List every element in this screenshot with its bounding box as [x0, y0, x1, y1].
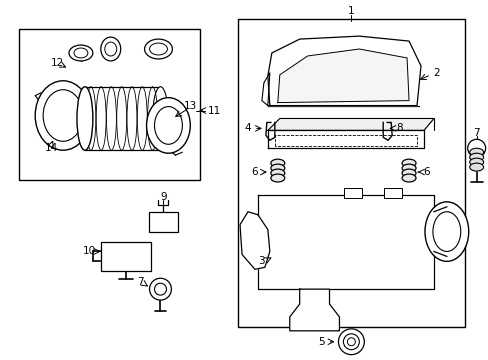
- Ellipse shape: [270, 164, 284, 172]
- Bar: [238, 19, 464, 327]
- Ellipse shape: [270, 169, 284, 177]
- Polygon shape: [277, 49, 408, 103]
- Text: 11: 11: [207, 105, 221, 116]
- Text: 9: 9: [160, 192, 166, 202]
- Text: 10: 10: [82, 247, 95, 256]
- Ellipse shape: [144, 39, 172, 59]
- Ellipse shape: [469, 148, 483, 156]
- Ellipse shape: [346, 338, 355, 346]
- Text: 8: 8: [395, 123, 402, 134]
- Ellipse shape: [77, 87, 93, 150]
- Ellipse shape: [154, 107, 182, 144]
- Ellipse shape: [35, 81, 91, 150]
- Text: 12: 12: [50, 58, 63, 68]
- Ellipse shape: [146, 98, 190, 153]
- Text: 14: 14: [44, 143, 58, 153]
- Ellipse shape: [43, 90, 83, 141]
- Ellipse shape: [149, 43, 167, 55]
- Bar: [101, 242, 150, 271]
- Polygon shape: [267, 130, 423, 148]
- Ellipse shape: [270, 159, 284, 167]
- Bar: [344, 188, 362, 198]
- Ellipse shape: [101, 37, 121, 61]
- Text: 3: 3: [258, 256, 264, 266]
- Ellipse shape: [69, 45, 93, 61]
- Polygon shape: [240, 212, 269, 269]
- Text: 5: 5: [318, 337, 324, 347]
- Bar: [148, 212, 178, 231]
- Ellipse shape: [432, 212, 460, 251]
- Ellipse shape: [154, 283, 166, 295]
- Text: 13: 13: [183, 100, 197, 111]
- Text: 7: 7: [472, 129, 479, 138]
- Polygon shape: [289, 289, 339, 331]
- Text: 2: 2: [433, 68, 439, 78]
- Ellipse shape: [467, 139, 485, 157]
- Text: 1: 1: [347, 6, 354, 16]
- Ellipse shape: [469, 158, 483, 166]
- Ellipse shape: [401, 169, 415, 177]
- Ellipse shape: [401, 159, 415, 167]
- Polygon shape: [257, 195, 433, 289]
- Ellipse shape: [469, 153, 483, 161]
- Ellipse shape: [152, 87, 168, 150]
- Ellipse shape: [149, 278, 171, 300]
- Text: 7: 7: [137, 277, 143, 287]
- Polygon shape: [267, 118, 433, 130]
- Ellipse shape: [74, 48, 88, 58]
- Bar: [384, 188, 401, 198]
- Bar: [19, 29, 200, 180]
- Ellipse shape: [401, 174, 415, 182]
- Polygon shape: [267, 36, 420, 105]
- Text: 4: 4: [244, 123, 251, 134]
- Ellipse shape: [338, 329, 364, 355]
- Ellipse shape: [104, 42, 117, 56]
- Ellipse shape: [343, 334, 359, 350]
- Ellipse shape: [424, 202, 468, 261]
- Ellipse shape: [401, 164, 415, 172]
- Text: 6: 6: [423, 167, 429, 177]
- Ellipse shape: [469, 163, 483, 171]
- Text: 6: 6: [251, 167, 258, 177]
- Ellipse shape: [270, 174, 284, 182]
